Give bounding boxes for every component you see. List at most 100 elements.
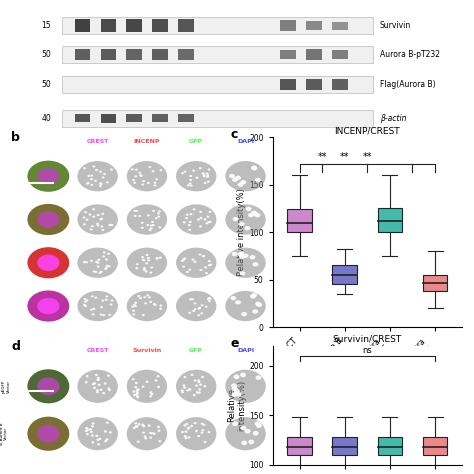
- Ellipse shape: [110, 300, 113, 301]
- Text: **: **: [340, 152, 349, 162]
- Bar: [62, 17, 373, 34]
- Ellipse shape: [102, 392, 105, 394]
- Ellipse shape: [252, 310, 258, 314]
- Ellipse shape: [157, 429, 160, 432]
- Ellipse shape: [140, 175, 143, 177]
- Ellipse shape: [205, 272, 208, 274]
- Ellipse shape: [135, 426, 138, 428]
- Ellipse shape: [108, 314, 111, 316]
- Ellipse shape: [97, 214, 100, 216]
- Ellipse shape: [200, 269, 202, 271]
- Ellipse shape: [181, 172, 184, 174]
- Ellipse shape: [136, 391, 138, 393]
- Ellipse shape: [188, 388, 191, 391]
- Ellipse shape: [208, 297, 210, 299]
- Ellipse shape: [105, 295, 109, 298]
- Ellipse shape: [157, 212, 160, 215]
- Ellipse shape: [205, 306, 208, 308]
- Ellipse shape: [232, 392, 237, 397]
- Ellipse shape: [105, 299, 108, 301]
- Text: **: **: [318, 152, 327, 162]
- Ellipse shape: [234, 389, 240, 394]
- Ellipse shape: [131, 168, 134, 171]
- Ellipse shape: [251, 210, 257, 215]
- Ellipse shape: [232, 178, 238, 182]
- Ellipse shape: [91, 434, 94, 437]
- Bar: [306, 49, 322, 60]
- Ellipse shape: [159, 304, 162, 307]
- Text: DAPI: DAPI: [237, 348, 254, 353]
- Ellipse shape: [102, 255, 105, 257]
- Ellipse shape: [86, 219, 89, 221]
- Ellipse shape: [206, 173, 209, 174]
- Ellipse shape: [225, 247, 266, 278]
- Ellipse shape: [132, 179, 135, 181]
- Ellipse shape: [92, 308, 95, 310]
- Ellipse shape: [96, 223, 99, 225]
- Ellipse shape: [193, 261, 197, 263]
- Ellipse shape: [246, 207, 252, 211]
- Ellipse shape: [149, 395, 152, 397]
- Ellipse shape: [150, 266, 153, 269]
- Ellipse shape: [147, 182, 150, 184]
- Ellipse shape: [190, 425, 193, 427]
- Ellipse shape: [157, 386, 160, 388]
- Ellipse shape: [84, 211, 87, 213]
- Ellipse shape: [208, 431, 210, 433]
- Ellipse shape: [149, 437, 152, 439]
- Ellipse shape: [204, 266, 207, 269]
- Ellipse shape: [132, 313, 135, 315]
- Ellipse shape: [108, 224, 111, 226]
- Ellipse shape: [231, 383, 237, 388]
- Ellipse shape: [202, 424, 205, 426]
- Ellipse shape: [225, 204, 266, 235]
- Ellipse shape: [150, 224, 153, 227]
- Ellipse shape: [237, 252, 244, 256]
- Text: 15: 15: [42, 21, 51, 30]
- Ellipse shape: [238, 251, 244, 255]
- Ellipse shape: [154, 304, 156, 306]
- Ellipse shape: [139, 297, 142, 299]
- Text: ns: ns: [363, 346, 372, 355]
- Ellipse shape: [136, 392, 139, 394]
- Ellipse shape: [91, 422, 95, 425]
- Ellipse shape: [134, 215, 137, 217]
- Ellipse shape: [253, 431, 259, 436]
- Ellipse shape: [245, 429, 251, 434]
- Ellipse shape: [103, 251, 106, 254]
- Ellipse shape: [37, 377, 59, 395]
- Ellipse shape: [183, 376, 186, 378]
- Ellipse shape: [127, 291, 167, 321]
- Ellipse shape: [202, 174, 205, 176]
- Ellipse shape: [77, 247, 118, 278]
- Ellipse shape: [138, 172, 141, 174]
- Ellipse shape: [195, 384, 198, 387]
- Text: b: b: [11, 131, 20, 144]
- Bar: [127, 114, 142, 122]
- Ellipse shape: [255, 421, 261, 426]
- Ellipse shape: [209, 211, 211, 213]
- Ellipse shape: [156, 257, 159, 259]
- Ellipse shape: [183, 386, 186, 389]
- Ellipse shape: [151, 221, 154, 223]
- Ellipse shape: [197, 314, 200, 316]
- Ellipse shape: [144, 302, 147, 304]
- Ellipse shape: [239, 271, 246, 275]
- Ellipse shape: [132, 378, 135, 381]
- Ellipse shape: [106, 264, 109, 267]
- Ellipse shape: [155, 217, 158, 219]
- Ellipse shape: [132, 310, 135, 312]
- Ellipse shape: [157, 216, 160, 218]
- Ellipse shape: [225, 291, 266, 321]
- Ellipse shape: [253, 212, 259, 217]
- Ellipse shape: [198, 392, 201, 394]
- Ellipse shape: [201, 304, 203, 306]
- Ellipse shape: [201, 376, 204, 378]
- Ellipse shape: [137, 396, 139, 398]
- Ellipse shape: [86, 428, 90, 431]
- Ellipse shape: [199, 211, 202, 213]
- Ellipse shape: [95, 435, 98, 437]
- Ellipse shape: [142, 259, 145, 261]
- Ellipse shape: [104, 430, 107, 433]
- Ellipse shape: [106, 182, 109, 183]
